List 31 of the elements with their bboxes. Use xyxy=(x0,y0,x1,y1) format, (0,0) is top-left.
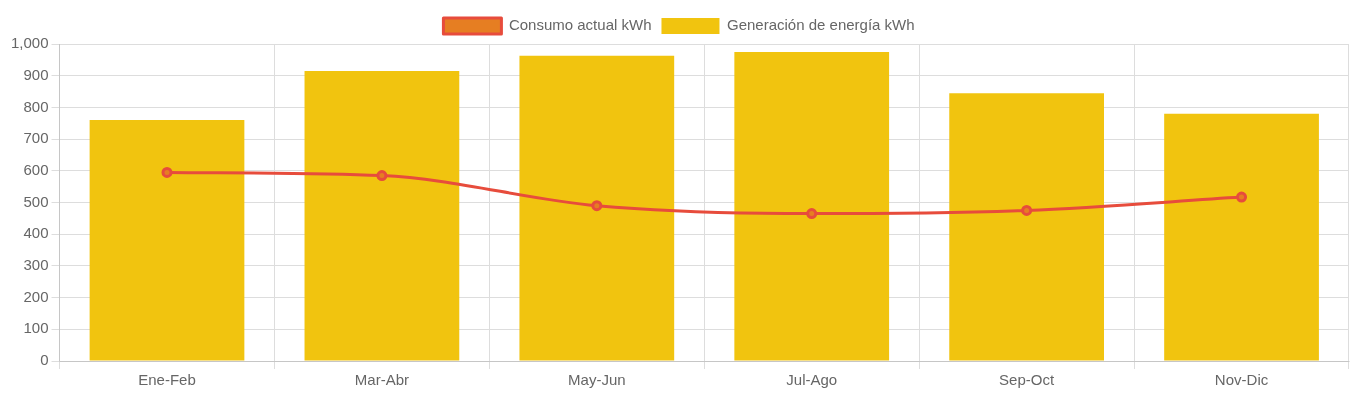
y-tick-label: 700 xyxy=(23,129,49,147)
x-tick-label: Nov-Dic xyxy=(1214,371,1269,389)
point xyxy=(1021,204,1033,216)
legend-label: Generación de energía kWh xyxy=(726,16,915,34)
y-tick-label: 100 xyxy=(23,319,49,337)
bar xyxy=(519,55,675,361)
x-tick-label: May-Jun xyxy=(568,371,626,389)
y-tick-label: 800 xyxy=(23,97,49,115)
y-tick-label: 200 xyxy=(23,287,49,305)
y-tick-label: 0 xyxy=(40,351,49,369)
x-tick-label: Jul-Ago xyxy=(786,371,838,389)
bar xyxy=(1164,113,1319,361)
y-tick-label: 400 xyxy=(23,224,49,242)
x-tick-label: Mar-Abr xyxy=(354,371,409,389)
point xyxy=(806,208,818,220)
x-tick-label: Ene-Feb xyxy=(138,371,196,389)
y-tick-label: 900 xyxy=(23,65,49,83)
x-tick-label: Sep-Oct xyxy=(999,371,1055,389)
legend-label: Consumo actual kWh xyxy=(508,16,652,34)
bar xyxy=(304,70,460,361)
point xyxy=(161,166,173,178)
point xyxy=(591,200,603,212)
y-tick-label: 300 xyxy=(23,256,49,274)
point xyxy=(1236,191,1248,203)
bar xyxy=(89,120,245,361)
bar xyxy=(734,51,890,361)
y-tick-label: 1,000 xyxy=(10,34,49,52)
y-tick-label: 600 xyxy=(23,160,49,178)
point xyxy=(376,170,388,182)
y-tick-label: 500 xyxy=(23,192,49,210)
bar xyxy=(949,93,1104,361)
